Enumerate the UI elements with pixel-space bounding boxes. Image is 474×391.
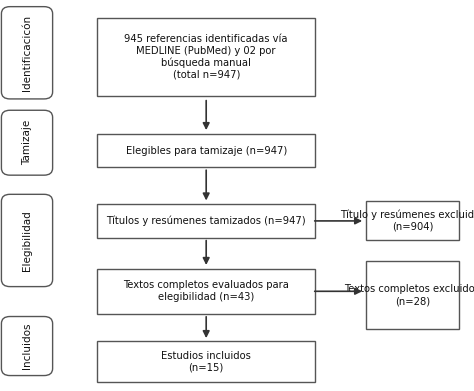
FancyBboxPatch shape: [1, 7, 53, 99]
FancyBboxPatch shape: [97, 134, 315, 167]
FancyBboxPatch shape: [1, 110, 53, 175]
FancyBboxPatch shape: [97, 269, 315, 314]
Text: Textos completos evaluados para
elegibilidad (n=43): Textos completos evaluados para elegibil…: [123, 280, 289, 302]
Text: Tamizaje: Tamizaje: [22, 120, 32, 165]
FancyBboxPatch shape: [366, 201, 459, 240]
Text: Títulos y resúmenes tamizados (n=947): Títulos y resúmenes tamizados (n=947): [106, 216, 306, 226]
Text: Elegibilidad: Elegibilidad: [22, 210, 32, 271]
FancyBboxPatch shape: [97, 341, 315, 382]
Text: 945 referencias identificadas vía
MEDLINE (PubMed) y 02 por
búsqueda manual
(tot: 945 referencias identificadas vía MEDLIN…: [125, 34, 288, 79]
Text: Título y resúmenes excluidos
(n=904): Título y resúmenes excluidos (n=904): [340, 210, 474, 232]
FancyBboxPatch shape: [1, 317, 53, 375]
FancyBboxPatch shape: [366, 261, 459, 329]
Text: Elegibles para tamizaje (n=947): Elegibles para tamizaje (n=947): [126, 145, 287, 156]
FancyBboxPatch shape: [97, 18, 315, 96]
FancyBboxPatch shape: [1, 194, 53, 287]
FancyBboxPatch shape: [97, 204, 315, 237]
Text: Incluidos: Incluidos: [22, 323, 32, 369]
Text: Estudios incluidos
(n=15): Estudios incluidos (n=15): [161, 351, 251, 373]
Text: Textos completos excluidos
(n=28): Textos completos excluidos (n=28): [345, 284, 474, 306]
Text: Identificacicón: Identificacicón: [22, 15, 32, 91]
